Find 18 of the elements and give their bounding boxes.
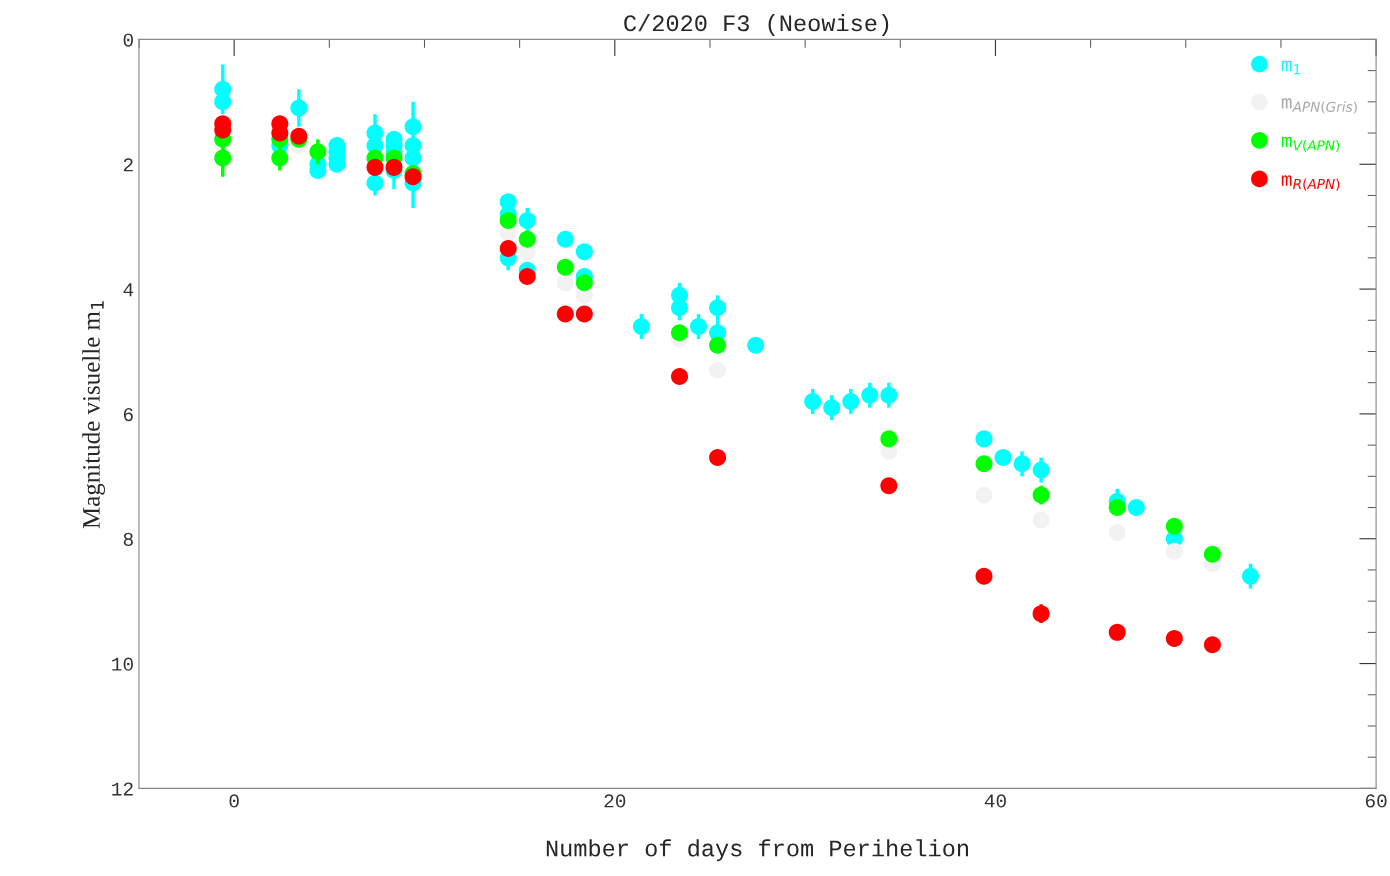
legend-label: m$_{V(APN)}$	[1281, 136, 1340, 153]
x-tick-label: 20	[604, 794, 626, 808]
y-tick-label: 12	[112, 782, 133, 796]
x-tick-label: 60	[1365, 794, 1387, 808]
y-tick-label: 10	[112, 657, 133, 671]
legend-label: m$_{R(APN)}$	[1281, 175, 1340, 191]
x-tick-label: 0	[229, 794, 239, 808]
y-tick-label: 8	[123, 532, 133, 546]
chart-title: C/2020 F3 (Neowise)	[624, 13, 889, 36]
legend-label: m$_{1}$	[1281, 60, 1301, 75]
x-tick-label: 40	[984, 794, 1006, 808]
y-tick-label: 2	[123, 158, 133, 172]
y-tick-label: 0	[123, 33, 133, 47]
legend-label: m$_{APN(Gris)}$	[1281, 98, 1357, 114]
y-tick-label: 4	[123, 283, 134, 297]
y-tick-label: 6	[123, 407, 133, 422]
x-axis-title: Number of days from Perihelion	[546, 839, 968, 862]
y-axis-title: Magnitude visuelle m$_{1}$	[82, 301, 105, 529]
